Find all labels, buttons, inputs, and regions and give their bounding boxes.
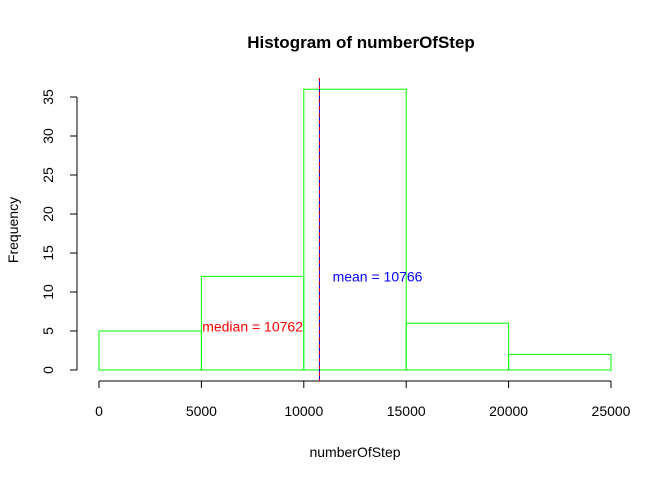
annotation-1: median = 10762 [202, 318, 303, 334]
y-tick-label-6: 30 [40, 128, 56, 144]
y-tick-label-5: 25 [40, 167, 56, 183]
y-tick-label-7: 35 [40, 89, 56, 105]
histogram-bar-0 [98, 330, 202, 371]
x-tick-label-5: 25000 [592, 403, 631, 419]
x-axis-label: numberOfStep [309, 444, 400, 460]
y-tick-label-4: 20 [40, 206, 56, 222]
x-tick-label-1: 5000 [186, 403, 217, 419]
chart-title: Histogram of numberOfStep [247, 33, 475, 52]
x-tick-label-2: 10000 [284, 403, 323, 419]
histogram-bar-2 [303, 88, 407, 371]
histogram-bar-3 [405, 322, 510, 371]
x-tick-label-0: 0 [95, 403, 103, 419]
histogram-bar-4 [508, 353, 612, 371]
plot-area: 0 5000 10000 15000 20000 25000 0 5 10 15 20 25 30 35 m… [40, 78, 631, 419]
y-tick-label-3: 15 [40, 245, 56, 261]
y-tick-label-2: 10 [40, 284, 56, 300]
annotation-0: mean = 10766 [333, 268, 423, 284]
x-tick-label-4: 20000 [489, 403, 528, 419]
y-axis-label: Frequency [5, 197, 21, 263]
y-tick-label-0: 0 [40, 366, 56, 374]
y-tick-label-1: 5 [40, 327, 56, 335]
x-tick-label-3: 15000 [387, 403, 426, 419]
